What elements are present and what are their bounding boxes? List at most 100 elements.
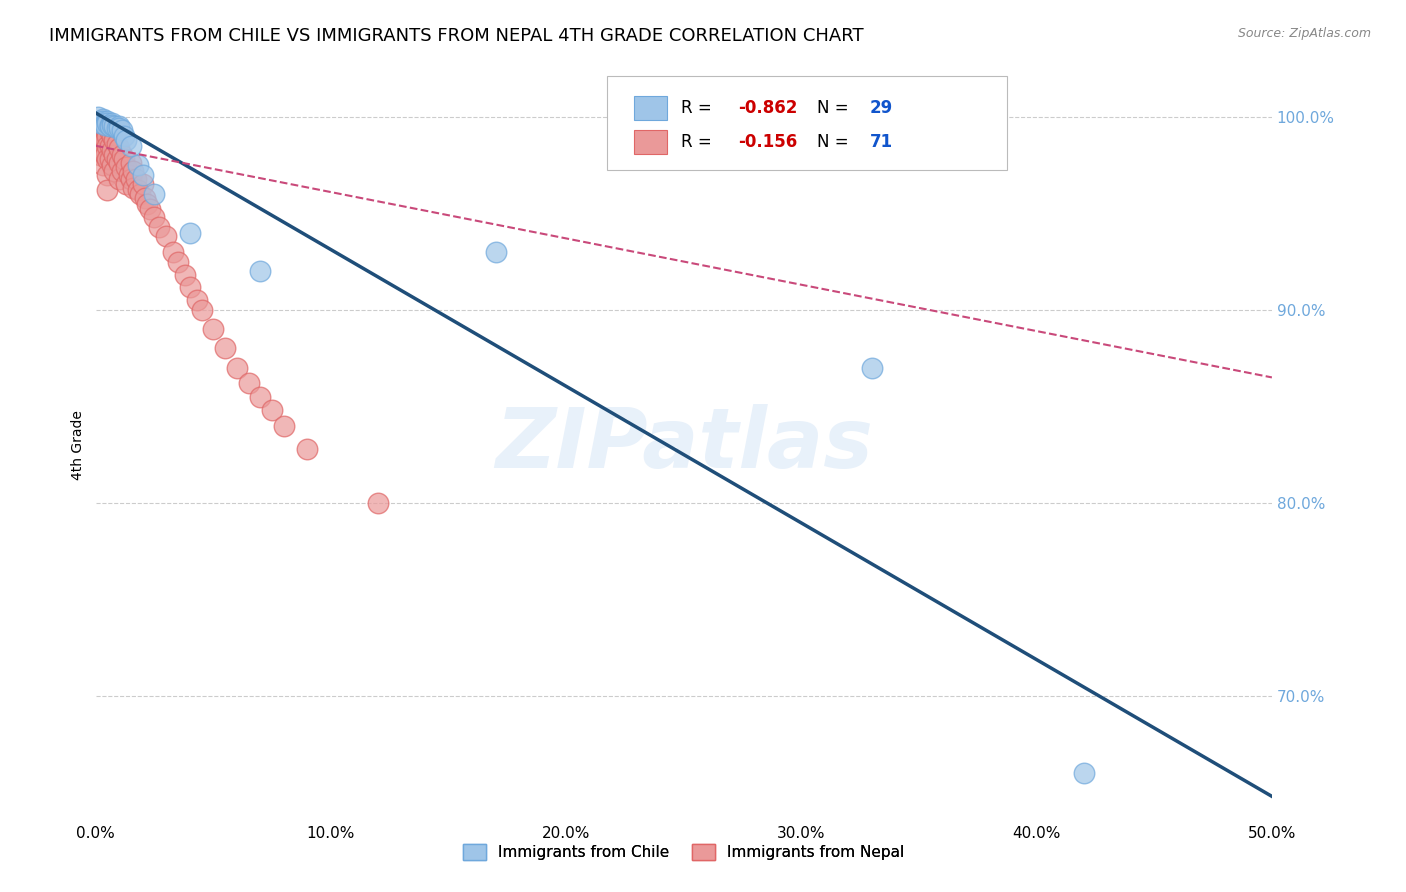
Point <box>89 138 111 153</box>
Point <box>91 125 114 139</box>
Point <box>139 202 162 217</box>
Point <box>89 113 111 128</box>
Point <box>155 229 177 244</box>
Point <box>110 164 132 178</box>
Point <box>94 121 117 136</box>
Point <box>91 133 114 147</box>
Point <box>179 226 201 240</box>
FancyBboxPatch shape <box>634 129 668 153</box>
Point <box>117 168 139 182</box>
Point <box>122 181 145 195</box>
Point <box>103 164 125 178</box>
Point <box>174 268 197 282</box>
Point <box>98 153 121 167</box>
Point <box>136 196 159 211</box>
Point <box>89 115 111 129</box>
Point <box>115 160 138 174</box>
Point <box>112 129 135 144</box>
Point <box>1073 766 1095 780</box>
Point <box>101 143 124 157</box>
Point <box>101 158 124 172</box>
Point <box>94 118 117 132</box>
Point <box>225 360 247 375</box>
Text: 71: 71 <box>870 133 893 151</box>
Y-axis label: 4th Grade: 4th Grade <box>72 410 86 480</box>
Point <box>87 125 110 139</box>
Point <box>120 156 142 170</box>
Text: 29: 29 <box>870 99 893 118</box>
Point <box>89 148 111 162</box>
Point <box>96 129 118 144</box>
Point <box>179 279 201 293</box>
Point <box>91 113 114 128</box>
Point <box>91 112 114 126</box>
Text: ZIPatlas: ZIPatlas <box>495 404 873 485</box>
Point <box>249 390 271 404</box>
Point <box>108 141 131 155</box>
Legend: Immigrants from Chile, Immigrants from Nepal: Immigrants from Chile, Immigrants from N… <box>457 838 911 866</box>
Point <box>148 219 170 234</box>
Point <box>484 244 506 259</box>
FancyBboxPatch shape <box>634 96 668 120</box>
Point <box>120 138 142 153</box>
Text: R =: R = <box>682 133 717 151</box>
Point <box>238 376 260 391</box>
Point <box>249 264 271 278</box>
Point <box>87 120 110 134</box>
Point <box>110 148 132 162</box>
Point <box>297 442 319 456</box>
Point <box>89 121 111 136</box>
Point <box>127 183 149 197</box>
Point <box>101 118 124 132</box>
Text: R =: R = <box>682 99 717 118</box>
Point <box>120 171 142 186</box>
Point <box>91 158 114 172</box>
Point <box>108 156 131 170</box>
Point <box>122 164 145 178</box>
Point <box>131 168 153 182</box>
Point <box>101 129 124 144</box>
Point <box>87 133 110 147</box>
Point <box>98 120 121 134</box>
Point <box>124 171 146 186</box>
Point <box>105 136 128 151</box>
Point <box>91 145 114 159</box>
Point <box>129 186 152 201</box>
Point <box>143 210 166 224</box>
Point <box>860 360 883 375</box>
Point <box>96 153 118 167</box>
Text: -0.862: -0.862 <box>738 99 797 118</box>
Point <box>112 153 135 167</box>
Point <box>98 138 121 153</box>
Point <box>96 115 118 129</box>
Point <box>98 125 121 139</box>
Point <box>101 115 124 129</box>
Text: -0.156: -0.156 <box>738 133 797 151</box>
Point <box>110 123 132 137</box>
Point <box>262 403 284 417</box>
Point <box>94 148 117 162</box>
Text: Source: ZipAtlas.com: Source: ZipAtlas.com <box>1237 27 1371 40</box>
Point <box>89 129 111 144</box>
Point <box>87 110 110 124</box>
Point <box>214 342 236 356</box>
Point <box>103 133 125 147</box>
Point <box>96 138 118 153</box>
Point <box>94 133 117 147</box>
Point <box>96 168 118 182</box>
Point <box>96 120 118 134</box>
Point <box>134 191 156 205</box>
Point <box>103 148 125 162</box>
Point <box>162 244 184 259</box>
Text: IMMIGRANTS FROM CHILE VS IMMIGRANTS FROM NEPAL 4TH GRADE CORRELATION CHART: IMMIGRANTS FROM CHILE VS IMMIGRANTS FROM… <box>49 27 863 45</box>
Point <box>89 113 111 128</box>
Point <box>127 158 149 172</box>
Point <box>367 496 389 510</box>
Point <box>105 153 128 167</box>
Point <box>190 302 212 317</box>
Point <box>131 178 153 192</box>
Point <box>108 171 131 186</box>
Point <box>186 293 208 308</box>
Point <box>143 186 166 201</box>
Point <box>105 121 128 136</box>
